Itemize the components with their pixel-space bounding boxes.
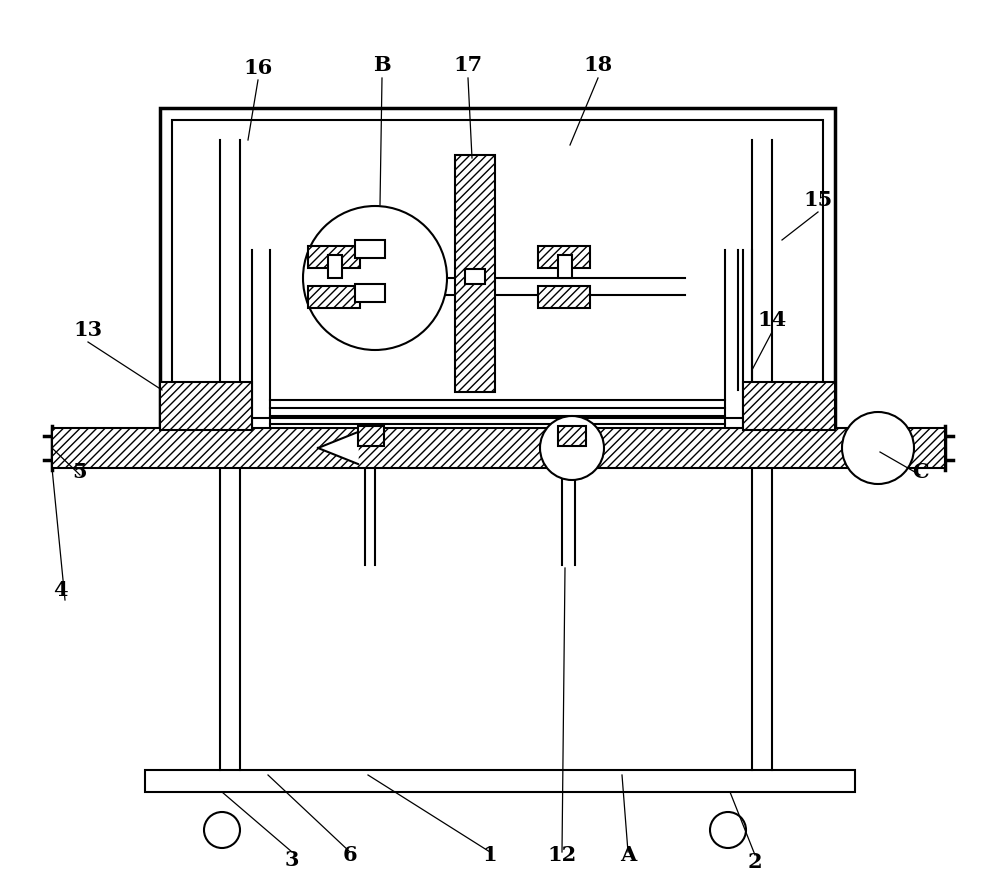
Text: 13: 13 bbox=[73, 320, 103, 340]
Bar bbox=[172, 120, 823, 418]
Bar bbox=[308, 246, 360, 268]
Bar bbox=[558, 426, 586, 446]
Text: 1: 1 bbox=[483, 845, 497, 865]
Text: 14: 14 bbox=[757, 310, 787, 330]
Bar bbox=[465, 269, 485, 284]
Text: 18: 18 bbox=[583, 55, 613, 75]
Bar bbox=[160, 108, 835, 430]
Text: 3: 3 bbox=[285, 850, 299, 870]
Bar bbox=[308, 246, 360, 268]
Circle shape bbox=[540, 416, 604, 480]
Text: 4: 4 bbox=[53, 580, 67, 600]
Text: 16: 16 bbox=[243, 58, 273, 78]
Bar bbox=[358, 426, 384, 446]
Bar bbox=[160, 382, 252, 430]
Bar bbox=[538, 246, 590, 268]
Text: 17: 17 bbox=[453, 55, 483, 75]
Text: 15: 15 bbox=[803, 190, 833, 210]
Bar bbox=[145, 770, 855, 792]
Text: B: B bbox=[373, 55, 391, 75]
Bar bbox=[355, 284, 385, 302]
Bar bbox=[538, 246, 590, 268]
Bar bbox=[455, 155, 495, 392]
Text: A: A bbox=[620, 845, 636, 865]
Bar bbox=[308, 286, 360, 308]
Circle shape bbox=[710, 812, 746, 848]
Bar bbox=[355, 240, 385, 258]
Polygon shape bbox=[318, 432, 358, 464]
Bar bbox=[558, 255, 572, 278]
Bar bbox=[358, 426, 384, 446]
Bar bbox=[538, 286, 590, 308]
Bar bbox=[538, 286, 590, 308]
Bar bbox=[743, 382, 835, 430]
Circle shape bbox=[204, 812, 240, 848]
Text: C: C bbox=[912, 462, 928, 482]
Bar bbox=[308, 286, 360, 308]
Circle shape bbox=[303, 206, 447, 350]
Text: 5: 5 bbox=[73, 462, 87, 482]
Text: 12: 12 bbox=[547, 845, 577, 865]
Bar bbox=[743, 382, 835, 430]
Bar bbox=[328, 255, 342, 278]
Bar bbox=[455, 155, 495, 392]
Text: 6: 6 bbox=[343, 845, 357, 865]
Text: 2: 2 bbox=[748, 852, 762, 872]
Circle shape bbox=[842, 412, 914, 484]
Bar bbox=[52, 428, 945, 468]
Bar bbox=[52, 428, 945, 468]
Bar bbox=[160, 382, 252, 430]
Bar bbox=[558, 426, 586, 446]
